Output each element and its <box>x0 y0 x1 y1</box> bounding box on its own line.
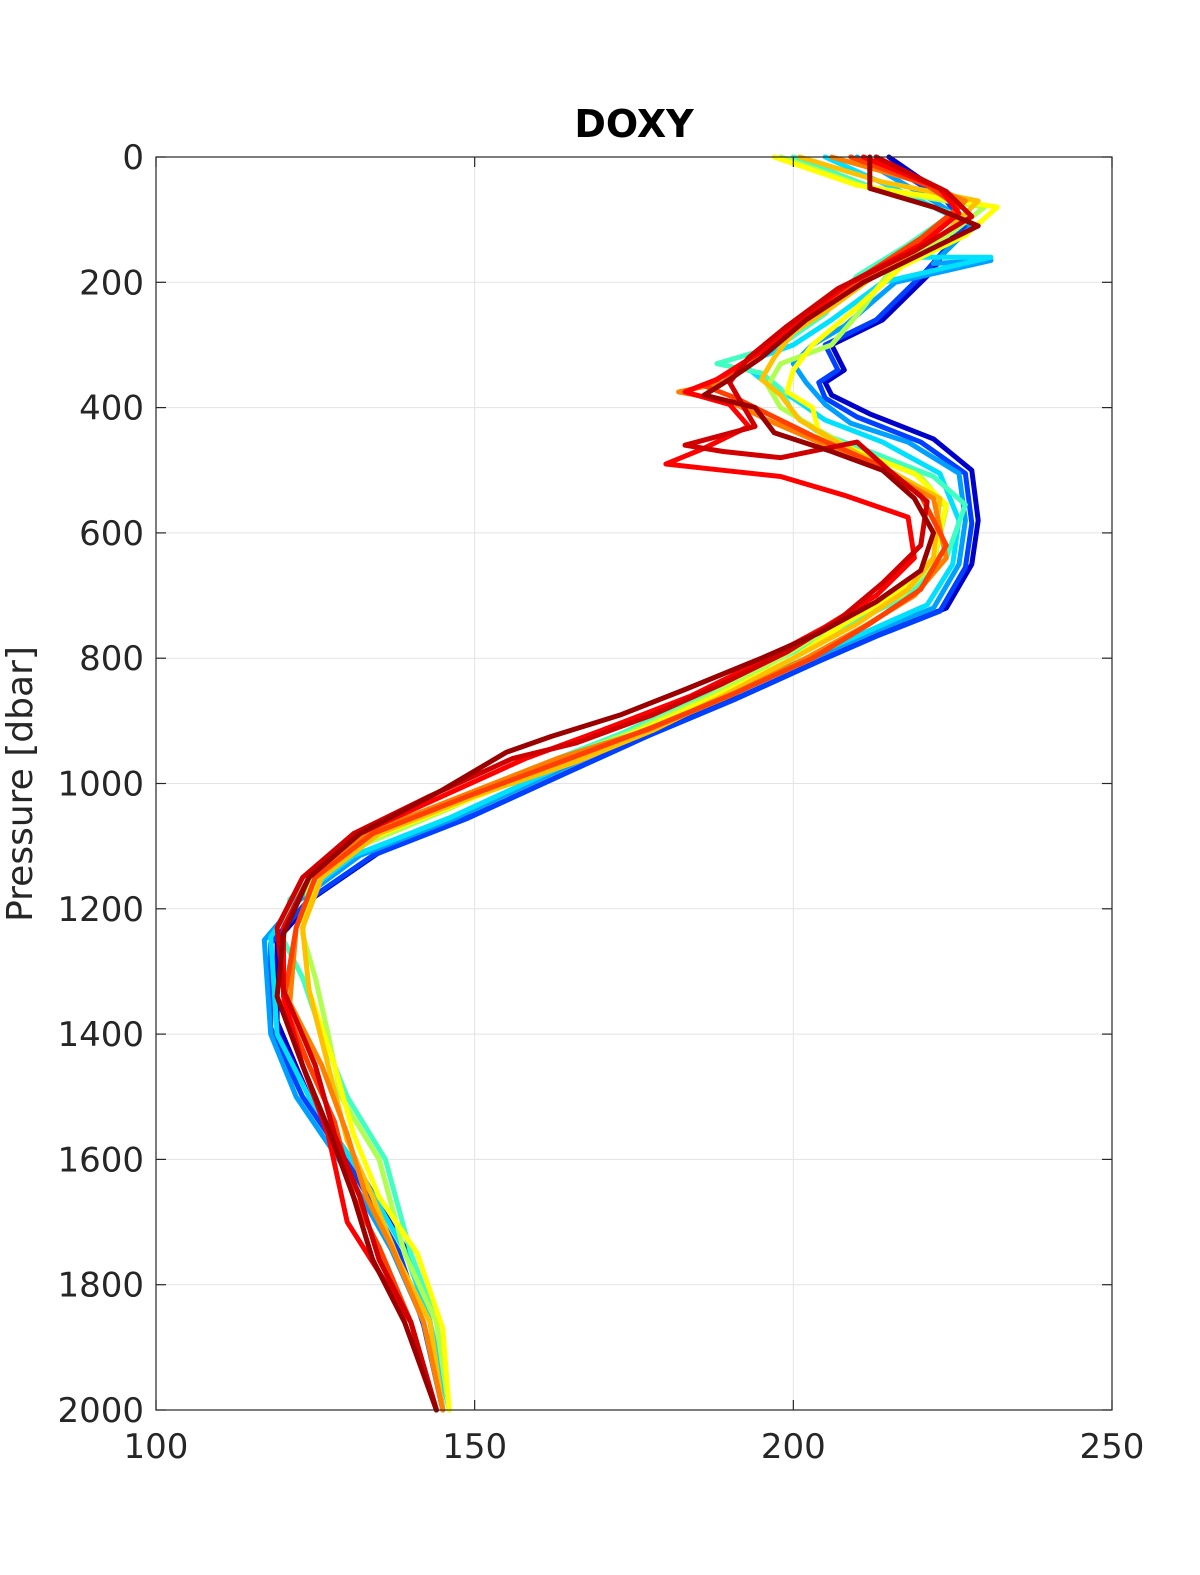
x-tick-label: 250 <box>1080 1427 1145 1467</box>
y-tick-label: 1200 <box>57 890 144 930</box>
y-tick-label: 800 <box>79 639 144 679</box>
profile-series-group <box>261 154 1000 1413</box>
profile-line-7 <box>300 154 1000 1413</box>
y-tick-label: 200 <box>79 263 144 303</box>
y-tick-label: 1800 <box>57 1266 144 1306</box>
profile-line-11 <box>281 154 962 1413</box>
x-tick-label: 100 <box>124 1427 189 1467</box>
axis-ticks: 100 150 200 250 0 200 400 600 800 1000 1200 1400 160… <box>57 138 1144 1467</box>
y-tick-label: 2000 <box>57 1391 144 1431</box>
y-tick-label: 1400 <box>57 1015 144 1055</box>
y-axis-label: Pressure [dbar] <box>0 646 41 922</box>
y-tick-label: 1000 <box>57 765 144 805</box>
x-tick-label: 150 <box>442 1427 507 1467</box>
y-tick-label: 400 <box>79 389 144 429</box>
y-tick-label: 1600 <box>57 1140 144 1180</box>
profile-line-3 <box>261 154 994 1413</box>
profile-line-8 <box>300 154 981 1413</box>
x-tick-label: 200 <box>761 1427 826 1467</box>
y-tick-label: 600 <box>79 514 144 554</box>
y-tick-label: 0 <box>122 138 144 178</box>
chart-title: DOXY <box>574 102 694 146</box>
profile-line-12 <box>274 154 975 1413</box>
profile-line-13 <box>274 154 981 1413</box>
